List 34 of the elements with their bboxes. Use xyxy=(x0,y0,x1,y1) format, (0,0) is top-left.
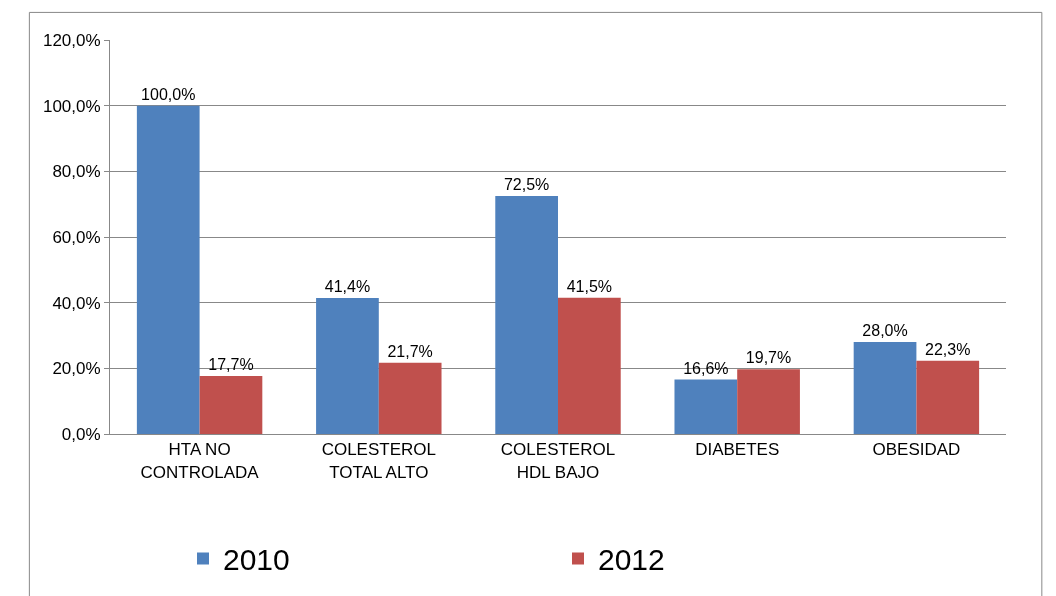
y-tick-label: 40,0% xyxy=(52,293,101,313)
bar xyxy=(853,342,917,434)
data-label: 21,7% xyxy=(387,342,433,360)
bar xyxy=(378,362,442,434)
data-label: 41,4% xyxy=(324,278,371,296)
x-tick-label: OBESIDAD xyxy=(872,440,961,460)
bar xyxy=(316,298,379,434)
y-tick-label: 0,0% xyxy=(61,424,101,444)
x-tick-label: HTA NO CONTROLADA xyxy=(140,440,260,482)
bar xyxy=(495,195,558,434)
bar xyxy=(916,360,980,434)
x-tick-label: COLESTEROL TOTAL ALTO xyxy=(321,440,436,482)
y-tick-label: 120,0% xyxy=(42,30,101,50)
data-label: 28,0% xyxy=(862,322,908,340)
y-tick-label: 80,0% xyxy=(52,162,101,182)
legend-label: 2012 xyxy=(598,543,665,577)
bar xyxy=(136,105,200,434)
y-tick-label: 100,0% xyxy=(42,96,101,116)
data-label: 100,0% xyxy=(141,85,196,103)
x-tick-label: COLESTEROL HDL BAJO xyxy=(500,440,616,482)
bar xyxy=(737,369,800,434)
data-label: 17,7% xyxy=(208,355,254,373)
y-tick-label: 20,0% xyxy=(52,359,101,379)
bar xyxy=(199,375,263,434)
bar xyxy=(558,297,621,434)
bar xyxy=(674,379,738,434)
data-label: 19,7% xyxy=(745,349,792,367)
data-label: 16,6% xyxy=(683,359,729,377)
data-label: 72,5% xyxy=(503,175,550,193)
data-label: 41,5% xyxy=(566,277,613,295)
legend-label: 2010 xyxy=(223,543,290,577)
y-tick-label: 60,0% xyxy=(52,227,101,247)
data-label: 22,3% xyxy=(925,340,971,358)
x-tick-label: DIABETES xyxy=(695,440,780,460)
